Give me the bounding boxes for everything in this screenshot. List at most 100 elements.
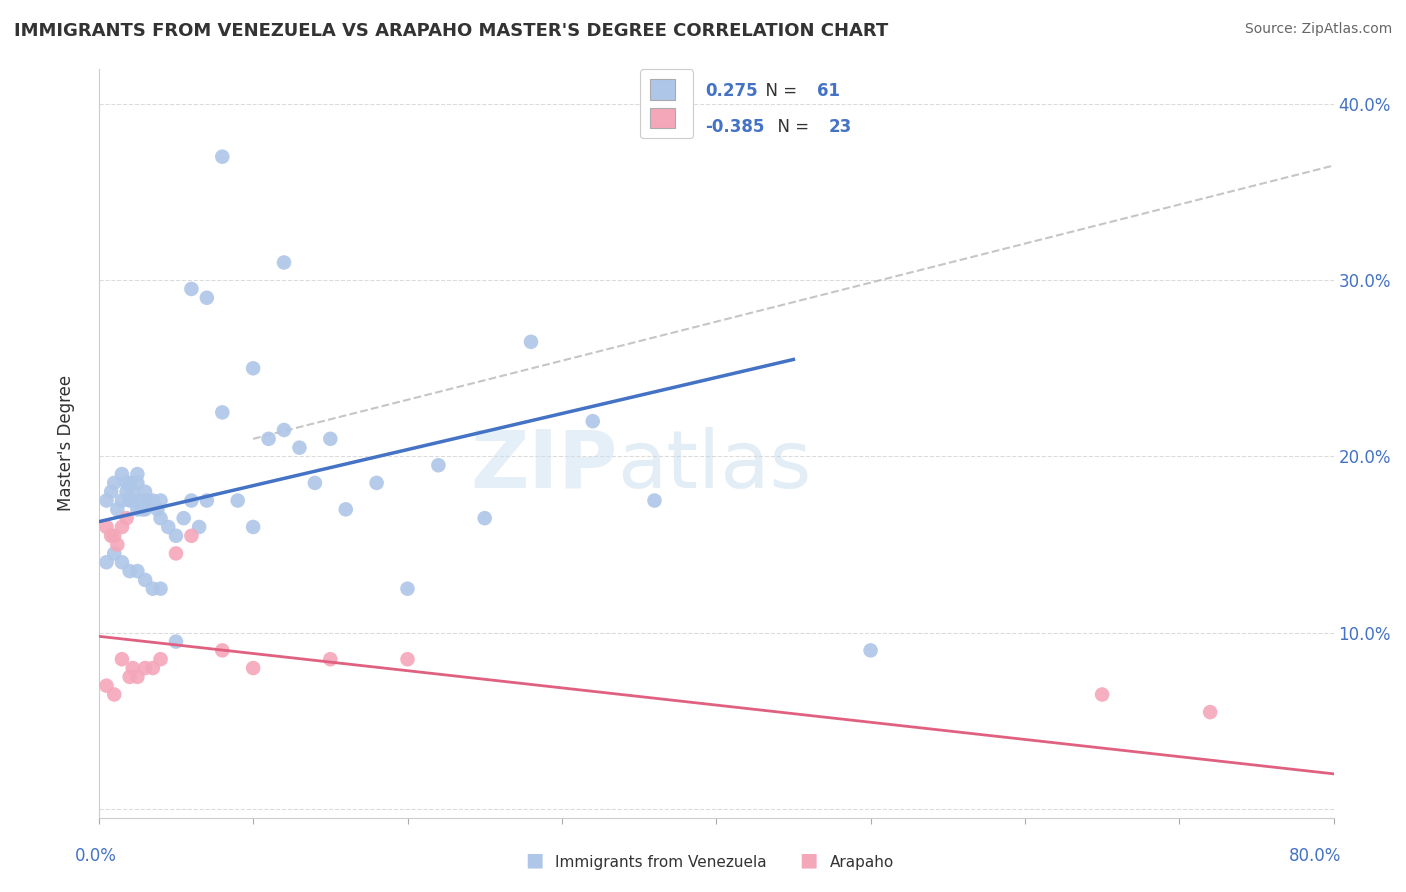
Point — [121, 484, 143, 499]
Point — [273, 423, 295, 437]
Point — [643, 493, 665, 508]
Point — [115, 511, 138, 525]
Point — [149, 652, 172, 666]
Point — [111, 652, 134, 666]
Point — [396, 582, 419, 596]
Point — [142, 582, 165, 596]
Point — [131, 502, 153, 516]
Text: atlas: atlas — [617, 426, 811, 505]
Point — [582, 414, 605, 428]
Point — [127, 467, 149, 481]
Text: 80.0%: 80.0% — [1288, 847, 1341, 865]
Point — [100, 484, 122, 499]
Point — [134, 573, 156, 587]
Text: R =: R = — [650, 118, 686, 136]
Text: Arapaho: Arapaho — [830, 855, 894, 870]
Point — [366, 475, 388, 490]
Point — [335, 502, 357, 516]
Point — [127, 502, 149, 516]
Point — [111, 467, 134, 481]
Point — [257, 432, 280, 446]
Point — [142, 661, 165, 675]
Point — [96, 555, 118, 569]
Point — [165, 634, 187, 648]
Point — [319, 652, 342, 666]
Point — [242, 661, 264, 675]
Point — [103, 546, 125, 560]
Point — [127, 564, 149, 578]
Point — [188, 520, 211, 534]
Point — [474, 511, 496, 525]
Point — [103, 529, 125, 543]
Point — [118, 564, 141, 578]
Point — [111, 520, 134, 534]
Point — [195, 493, 218, 508]
Point — [136, 493, 159, 508]
Point — [211, 643, 233, 657]
Text: 23: 23 — [830, 118, 852, 136]
Text: ZIP: ZIP — [470, 426, 617, 505]
Point — [96, 520, 118, 534]
Point — [149, 582, 172, 596]
Point — [134, 484, 156, 499]
Point — [96, 679, 118, 693]
Point — [103, 475, 125, 490]
Point — [118, 493, 141, 508]
Text: 61: 61 — [817, 82, 839, 100]
Point — [396, 652, 419, 666]
Point — [242, 520, 264, 534]
Text: IMMIGRANTS FROM VENEZUELA VS ARAPAHO MASTER'S DEGREE CORRELATION CHART: IMMIGRANTS FROM VENEZUELA VS ARAPAHO MAS… — [14, 22, 889, 40]
Point — [96, 493, 118, 508]
Point — [520, 334, 543, 349]
Point — [165, 546, 187, 560]
Point — [111, 555, 134, 569]
Point — [180, 529, 202, 543]
Point — [105, 502, 128, 516]
Text: Source: ZipAtlas.com: Source: ZipAtlas.com — [1244, 22, 1392, 37]
Point — [115, 484, 138, 499]
Text: 0.275: 0.275 — [706, 82, 758, 100]
Point — [304, 475, 326, 490]
Point — [319, 432, 342, 446]
Point — [127, 670, 149, 684]
Text: -0.385: -0.385 — [706, 118, 765, 136]
Text: ■: ■ — [524, 851, 544, 870]
Point — [105, 538, 128, 552]
Text: Immigrants from Venezuela: Immigrants from Venezuela — [555, 855, 768, 870]
Text: ■: ■ — [799, 851, 818, 870]
Point — [115, 475, 138, 490]
Point — [211, 405, 233, 419]
Point — [180, 493, 202, 508]
Point — [142, 493, 165, 508]
Point — [173, 511, 195, 525]
Point — [288, 441, 311, 455]
Point — [127, 475, 149, 490]
Point — [103, 688, 125, 702]
Y-axis label: Master's Degree: Master's Degree — [58, 376, 75, 511]
Point — [121, 493, 143, 508]
Point — [427, 458, 450, 473]
Text: N =: N = — [755, 82, 803, 100]
Point — [149, 493, 172, 508]
Point — [211, 150, 233, 164]
Point — [195, 291, 218, 305]
Point — [100, 529, 122, 543]
Point — [146, 502, 169, 516]
Point — [131, 493, 153, 508]
Point — [149, 511, 172, 525]
Point — [157, 520, 180, 534]
Text: R =: R = — [650, 82, 686, 100]
Point — [273, 255, 295, 269]
Point — [242, 361, 264, 376]
Legend: , : , — [640, 70, 693, 138]
Point — [134, 502, 156, 516]
Point — [118, 475, 141, 490]
Point — [859, 643, 882, 657]
Point — [121, 661, 143, 675]
Point — [226, 493, 249, 508]
Point — [1091, 688, 1114, 702]
Point — [180, 282, 202, 296]
Point — [165, 529, 187, 543]
Point — [1199, 705, 1222, 719]
Point — [134, 661, 156, 675]
